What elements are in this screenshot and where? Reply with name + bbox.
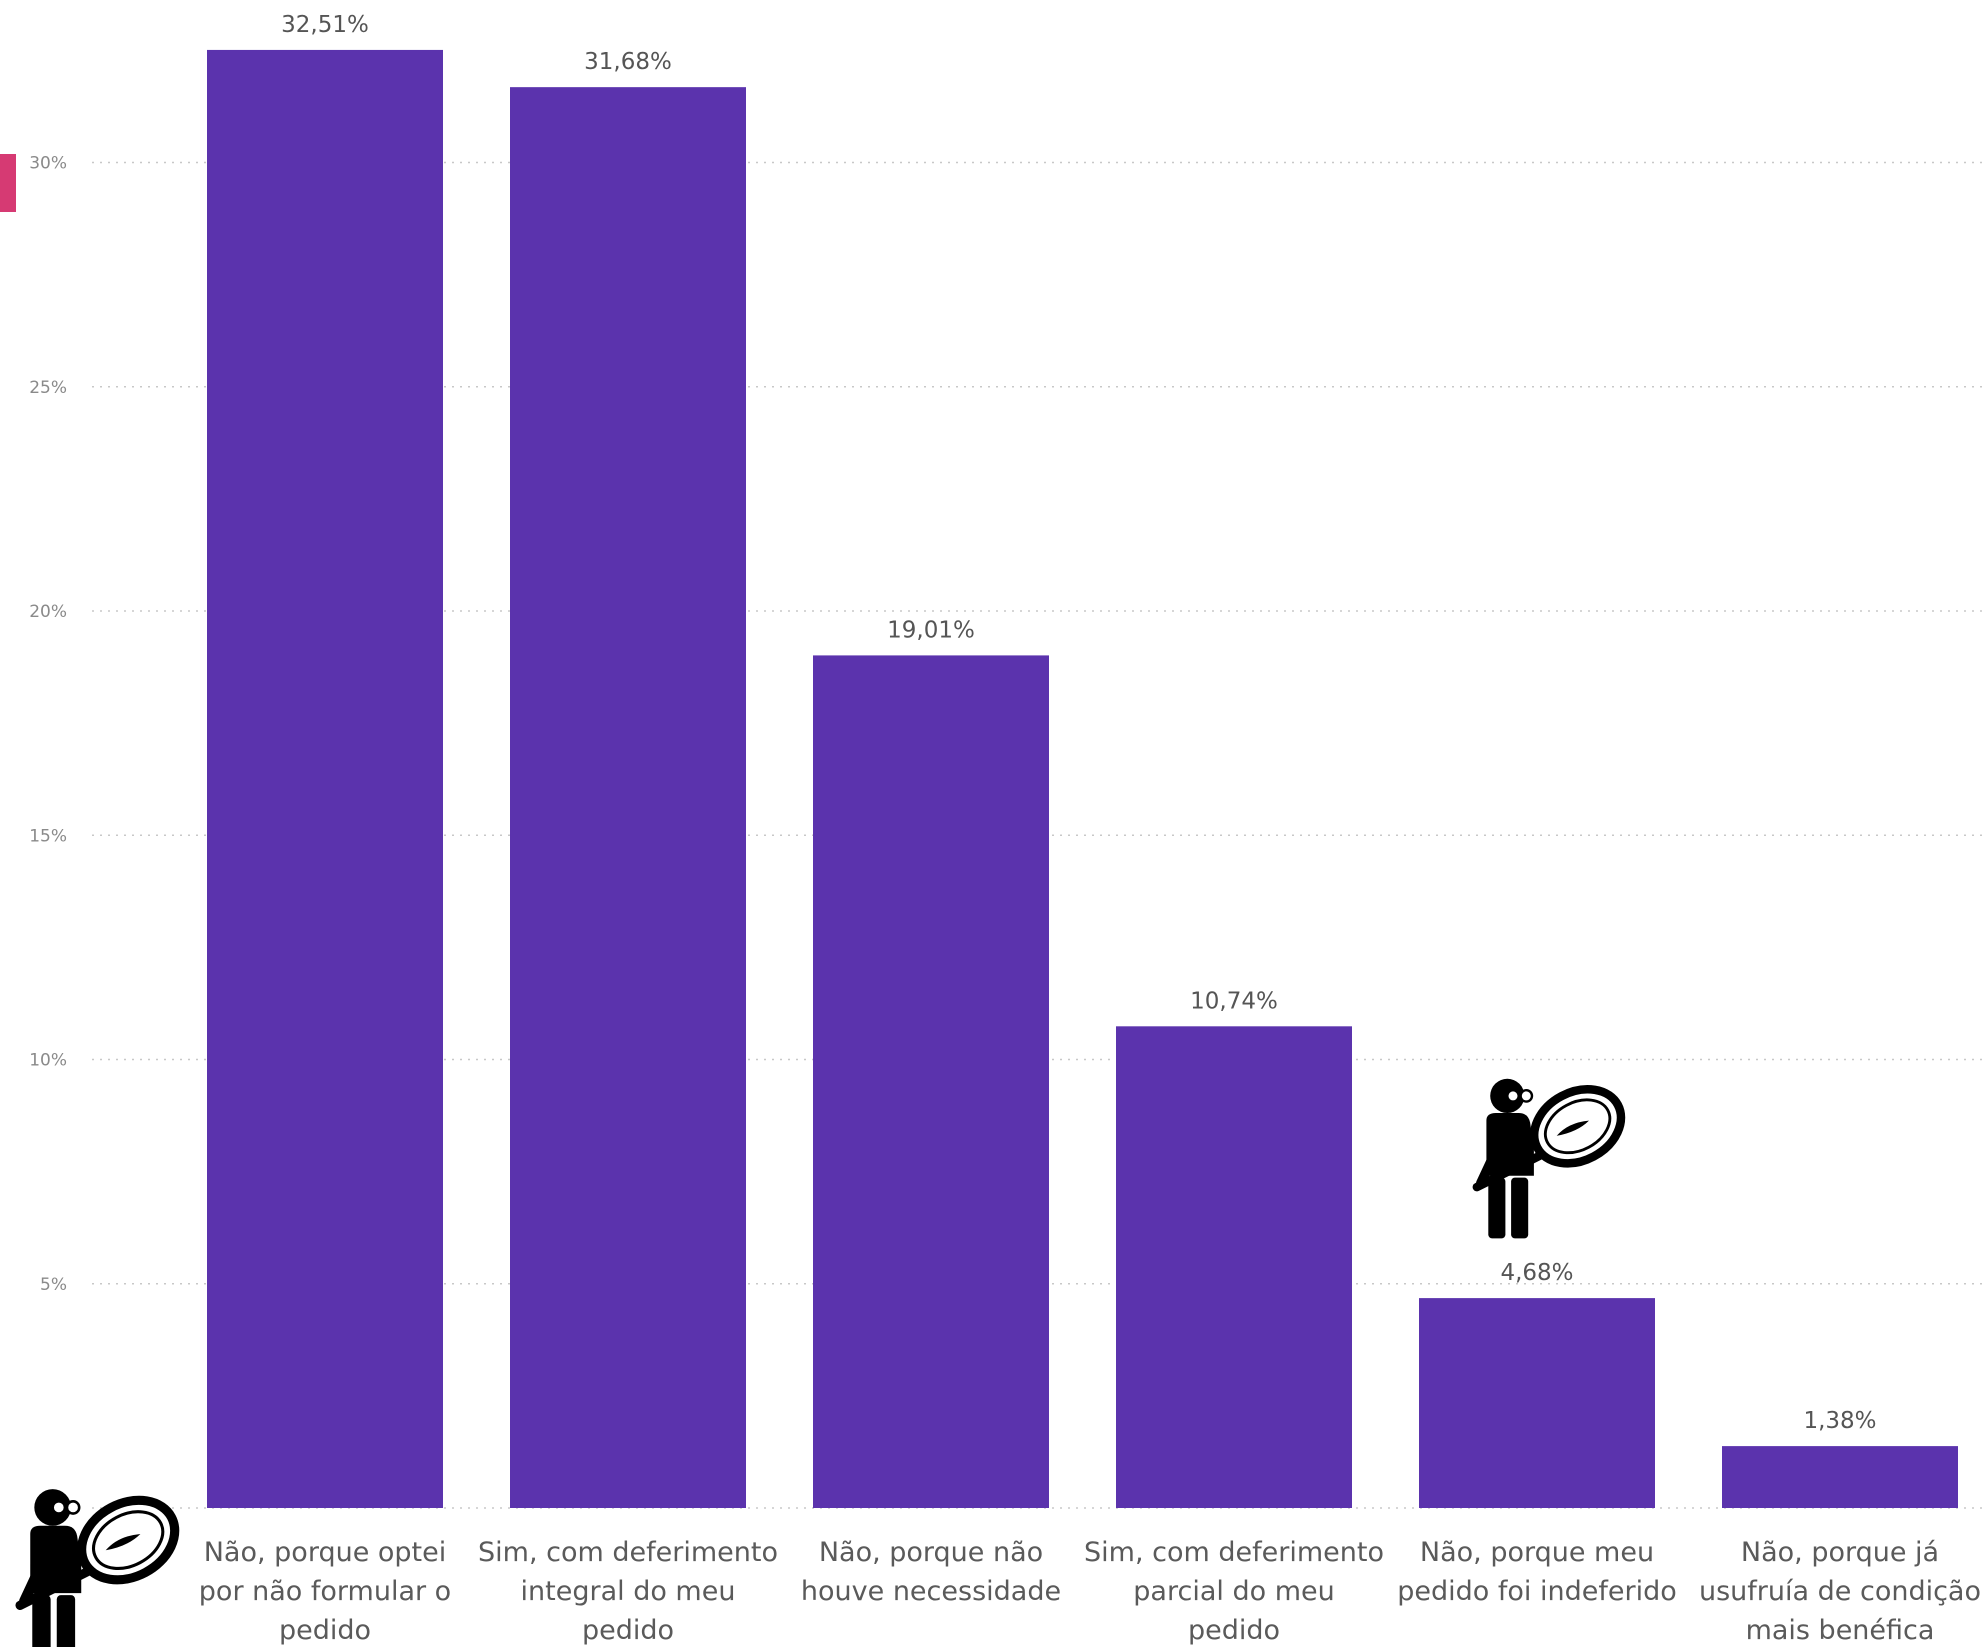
x-tick-label: Não, porque não houve necessidade (801, 1537, 1061, 1607)
bar[interactable] (510, 87, 746, 1509)
bar[interactable] (1722, 1446, 1958, 1508)
y-tick-label: 10% (29, 1051, 67, 1071)
data-label: 4,68% (1500, 1260, 1573, 1286)
y-tick-label: 5% (40, 1275, 67, 1295)
x-tick-label: Não, porque já usufruía de condição mais b… (1699, 1537, 1981, 1646)
y-tick-label: 20% (29, 602, 67, 622)
y-tick-label: 15% (29, 826, 67, 846)
magnifying-glass-person-icon (20, 1485, 189, 1647)
data-label: 31,68% (584, 49, 672, 75)
bar[interactable] (207, 49, 443, 1508)
bar[interactable] (813, 655, 1049, 1508)
x-tick-label: Sim, com deferimento parcial do meu pedido (1084, 1537, 1384, 1646)
bar[interactable] (1116, 1026, 1352, 1508)
x-tick-label: Sim, com deferimento integral do meu pedid… (478, 1537, 778, 1646)
x-tick-label: Não, porque optei por não formular o pedid… (199, 1537, 451, 1646)
x-tick-label: Não, porque meu pedido foi indeferido (1397, 1537, 1676, 1607)
magnifying-glass-person-icon (1477, 1075, 1634, 1239)
y-tick-label: 25% (29, 378, 67, 398)
data-label: 1,38% (1803, 1408, 1876, 1434)
data-label: 10,74% (1190, 988, 1278, 1014)
accent-marker (0, 154, 16, 212)
bar[interactable] (1419, 1298, 1655, 1508)
data-label: 32,51% (281, 12, 369, 38)
y-tick-label: 30% (29, 154, 67, 174)
data-label: 19,01% (887, 617, 975, 643)
